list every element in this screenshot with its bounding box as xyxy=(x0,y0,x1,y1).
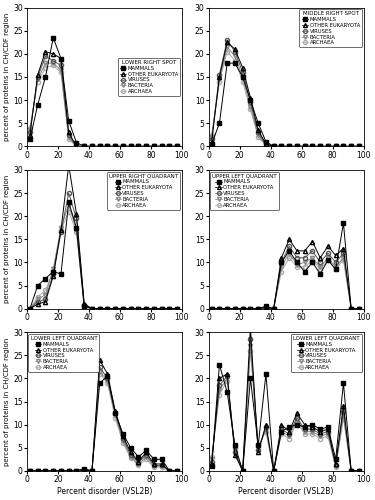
Legend: MAMMALS, OTHER EUKARYOTA, VIRUSES, BACTERIA, ARCHAEA: MAMMALS, OTHER EUKARYOTA, VIRUSES, BACTE… xyxy=(107,172,180,209)
Y-axis label: percent of proteins in CH/CDF region: percent of proteins in CH/CDF region xyxy=(4,175,10,304)
Legend: MAMMALS, OTHER EUKARYOTA, VIRUSES, BACTERIA, ARCHAEA: MAMMALS, OTHER EUKARYOTA, VIRUSES, BACTE… xyxy=(291,334,362,372)
Legend: MAMMALS, OTHER EUKARYOTA, VIRUSES, BACTERIA, ARCHAEA: MAMMALS, OTHER EUKARYOTA, VIRUSES, BACTE… xyxy=(300,9,362,48)
Y-axis label: percent of proteins in CH/CDF region: percent of proteins in CH/CDF region xyxy=(4,13,10,141)
X-axis label: Percent disorder (VSL2B): Percent disorder (VSL2B) xyxy=(238,487,334,496)
Legend: MAMMALS, OTHER EUKARYOTA, VIRUSES, BACTERIA, ARCHAEA: MAMMALS, OTHER EUKARYOTA, VIRUSES, BACTE… xyxy=(118,58,180,96)
Y-axis label: percent of proteins in CH/CDF region: percent of proteins in CH/CDF region xyxy=(4,338,10,466)
X-axis label: Percent disorder (VSL2B): Percent disorder (VSL2B) xyxy=(57,487,152,496)
Legend: MAMMALS, OTHER EUKARYOTA, VIRUSES, BACTERIA, ARCHAEA: MAMMALS, OTHER EUKARYOTA, VIRUSES, BACTE… xyxy=(210,172,279,209)
Legend: MAMMALS, OTHER EUKARYOTA, VIRUSES, BACTERIA, ARCHAEA: MAMMALS, OTHER EUKARYOTA, VIRUSES, BACTE… xyxy=(28,334,99,372)
